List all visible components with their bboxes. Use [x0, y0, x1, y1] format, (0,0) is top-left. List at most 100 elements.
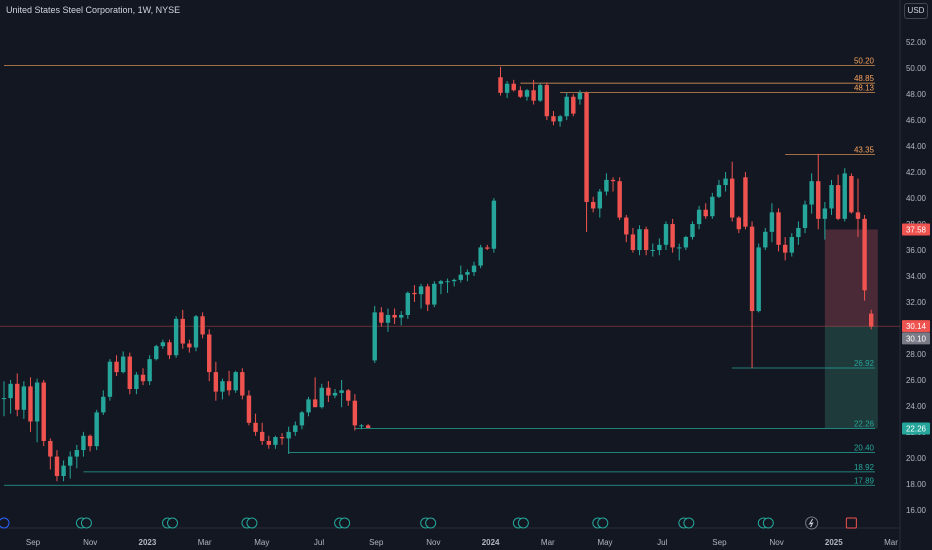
candle-body [498, 77, 503, 93]
dividend-event-icon [597, 517, 609, 529]
candle-body [557, 116, 563, 122]
y-tick-label: 52.00 [906, 38, 927, 47]
level-label: 43.35 [854, 146, 875, 155]
level-label: 18.92 [854, 463, 875, 472]
candle-body [332, 392, 338, 396]
candle-body [769, 212, 775, 232]
candle-body [372, 312, 377, 361]
candle-body [34, 382, 40, 422]
candle-body [451, 279, 457, 282]
candle-body [299, 412, 305, 426]
candle-body [180, 318, 185, 344]
dividend-event-icon [0, 517, 10, 529]
candle-body [756, 247, 761, 312]
candle-body [346, 390, 351, 401]
price-axis-badge-label: 30.10 [906, 334, 927, 343]
candle-body [597, 191, 602, 209]
candle-body [240, 372, 245, 396]
candle-body [365, 425, 371, 428]
candle-body [359, 425, 364, 427]
x-tick-label: 2024 [482, 538, 500, 547]
x-tick-label: Sep [26, 538, 41, 547]
candle-body [551, 116, 556, 122]
candle-body [28, 386, 33, 422]
candle-body [544, 85, 550, 117]
dividend-event-icon [762, 517, 774, 529]
candle-body [749, 226, 755, 312]
y-tick-label: 26.00 [906, 376, 927, 385]
candle-body [869, 313, 874, 327]
currency-button[interactable]: USD [904, 3, 928, 19]
candle-body [862, 218, 867, 291]
dividend-event-icon [167, 517, 178, 529]
candle-body [438, 281, 444, 284]
candle-body [326, 387, 331, 396]
candle-body [160, 342, 166, 347]
x-tick-label: Sep [712, 538, 727, 547]
level-label: 20.40 [854, 444, 875, 453]
candle-body [617, 181, 622, 218]
candle-body [683, 237, 689, 248]
x-tick-label: May [597, 538, 612, 547]
candle-body [107, 361, 113, 397]
price-axis-badge-label: 22.26 [906, 424, 927, 433]
candle-body [319, 387, 324, 408]
candle-body [15, 383, 20, 410]
x-tick-label: Mar [541, 538, 555, 547]
candle-body [511, 83, 516, 91]
candle-body [193, 316, 199, 348]
x-tick-label: Sep [369, 538, 384, 547]
candle-body [789, 237, 794, 253]
dividend-event-icon [425, 517, 437, 529]
candle-body [306, 399, 311, 413]
candle-body [577, 92, 583, 100]
dividend-event-icon [80, 517, 92, 529]
candle-body [273, 437, 278, 445]
candle-body [763, 231, 768, 248]
candle-body [643, 229, 649, 251]
candle-body [279, 437, 285, 439]
candle-body [207, 334, 212, 373]
y-tick-label: 40.00 [906, 194, 927, 203]
x-tick-label: Nov [83, 538, 97, 547]
candle-body [802, 204, 808, 228]
candle-body [134, 374, 139, 390]
candle-body [173, 318, 179, 356]
candle-body [94, 412, 99, 447]
level-label: 48.13 [854, 83, 875, 92]
candle-body [167, 342, 172, 356]
candle-body [670, 224, 675, 248]
candle-body [829, 185, 834, 209]
candle-body [48, 440, 53, 457]
x-tick-label: Nov [769, 538, 783, 547]
candle-body [392, 314, 397, 318]
candle-body [213, 372, 219, 392]
y-tick-label: 18.00 [906, 480, 927, 489]
x-tick-label: May [254, 538, 269, 547]
candle-body [478, 247, 483, 266]
candle-body [253, 422, 258, 432]
candle-body [590, 201, 596, 209]
candle-body [445, 281, 450, 283]
x-tick-label: 2025 [825, 538, 843, 547]
candle-body [54, 456, 60, 477]
candle-body [657, 244, 662, 251]
price-axis-badge [902, 223, 930, 236]
candle-body [690, 224, 695, 238]
candle-body [518, 90, 523, 97]
candle-body [87, 435, 93, 447]
candle-body [154, 346, 159, 360]
level-label: 17.89 [854, 476, 875, 485]
y-tick-label: 32.00 [906, 298, 927, 307]
candle-body [855, 212, 861, 219]
level-label: 26.92 [854, 359, 875, 368]
candle-body [352, 400, 358, 426]
candle-body [491, 200, 497, 249]
candle-body [663, 224, 669, 245]
candle-body [187, 343, 192, 348]
candle-body [743, 177, 748, 227]
take-profit-zone [824, 326, 878, 429]
level-label: 48.85 [854, 74, 875, 83]
y-tick-label: 44.00 [906, 142, 927, 151]
